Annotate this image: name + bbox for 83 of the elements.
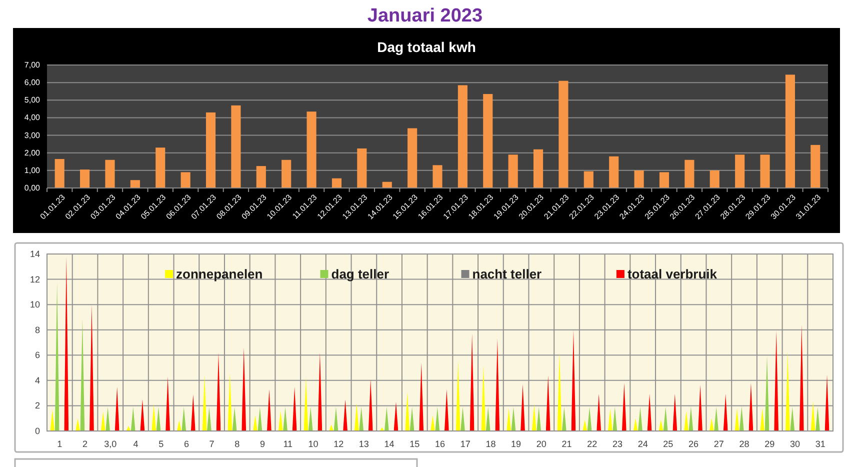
x-tick-label: 8 (234, 439, 240, 449)
bar (735, 154, 745, 188)
bar (180, 172, 190, 188)
y-tick-label: 0 (34, 426, 40, 436)
bar (659, 172, 670, 188)
y-tick-label: 1,00 (24, 166, 41, 175)
x-tick-label: 12 (334, 439, 344, 449)
bar (634, 170, 644, 188)
x-tick-label: 17 (460, 439, 470, 449)
bar (533, 149, 544, 188)
y-tick-label: 2,00 (24, 148, 41, 158)
x-tick-label: 29 (764, 439, 775, 449)
bar (54, 159, 64, 188)
x-tick-label: 2 (82, 439, 88, 449)
x-tick-label: 24 (638, 439, 648, 449)
x-tick-label: 4 (133, 439, 138, 449)
bar (156, 148, 166, 188)
y-tick-label: 12 (30, 274, 40, 284)
bar (810, 144, 820, 188)
x-tick-label: 31 (815, 439, 826, 449)
x-tick-label: 26 (688, 439, 699, 449)
bar (332, 178, 342, 188)
x-tick-label: 10 (308, 439, 318, 449)
legend-label: nacht teller (472, 266, 542, 282)
x-tick-label: 1 (57, 439, 62, 449)
bar (80, 170, 90, 188)
y-tick-label: 7,00 (24, 60, 41, 70)
legend-label: zonnepanelen (176, 266, 263, 282)
y-tick-label: 5,00 (24, 96, 41, 105)
bar (458, 85, 468, 188)
x-tick-label: 30 (790, 439, 800, 449)
x-tick-label: 14 (384, 439, 394, 449)
x-tick-label: 25 (663, 439, 674, 449)
bar (357, 148, 367, 188)
bar (760, 154, 770, 188)
bar (710, 170, 720, 188)
bar (483, 94, 493, 188)
x-tick-label: 3,0 (104, 439, 117, 449)
x-tick-label: 28 (739, 439, 750, 449)
x-tick-label: 15 (410, 439, 420, 449)
x-tick-label: 23 (612, 439, 622, 449)
y-tick-label: 4 (34, 375, 40, 386)
y-tick-label: 6 (34, 350, 40, 360)
x-tick-label: 13 (358, 439, 369, 449)
bar (558, 80, 568, 188)
bar (432, 165, 442, 188)
bar (231, 105, 241, 188)
x-tick-label: 27 (714, 439, 724, 449)
x-tick-label: 5 (158, 439, 164, 449)
chart-subtitle: Dag totaal kwh (377, 39, 476, 55)
bar (684, 160, 694, 188)
y-tick-label: 0,00 (24, 184, 41, 192)
bar (256, 166, 266, 188)
bar (584, 171, 594, 188)
x-tick-label: 20 (536, 439, 546, 449)
x-tick-label: 11 (283, 439, 293, 449)
x-tick-label: 19 (511, 439, 522, 449)
bar (206, 112, 216, 188)
bar (785, 74, 795, 188)
chart-title: Januari 2023 (367, 6, 483, 26)
x-tick-label: 21 (562, 439, 572, 449)
x-tick-label: 7 (209, 439, 214, 449)
x-tick-label: 9 (260, 439, 266, 449)
y-tick-label: 6,00 (24, 78, 41, 88)
y-tick-label: 2 (34, 400, 40, 411)
x-tick-label: 6 (184, 439, 189, 449)
bar (105, 160, 115, 188)
legend-label: dag teller (331, 266, 390, 282)
legend-label: totaal verbruik (627, 266, 718, 282)
x-tick-label: 18 (486, 439, 496, 449)
bar (306, 112, 316, 188)
x-tick-label: 22 (587, 439, 598, 449)
y-tick-label: 8 (34, 324, 40, 335)
bar (408, 128, 418, 188)
y-tick-label: 4,00 (24, 113, 41, 122)
bar (282, 160, 292, 188)
y-tick-label: 10 (30, 300, 40, 310)
bar (130, 180, 140, 188)
y-tick-label: 3,00 (24, 130, 41, 140)
x-tick-label: 16 (434, 439, 446, 449)
bar (609, 156, 619, 188)
bar (508, 154, 518, 188)
y-tick-label: 14 (30, 249, 40, 259)
